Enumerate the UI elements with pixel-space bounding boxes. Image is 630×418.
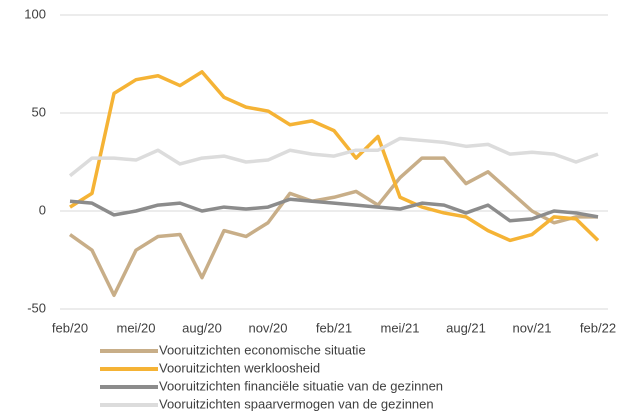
y-tick-label: -50 [27,300,46,315]
x-tick-label: aug/20 [182,320,222,335]
series-line [68,156,598,298]
x-tick-label: feb/22 [580,320,616,335]
x-tick-label: mei/21 [380,320,419,335]
x-tick-label: nov/21 [512,320,551,335]
y-tick-label: 0 [39,202,46,217]
legend-label: Vooruitzichten werkloosheid [159,360,320,375]
y-tick-label: 50 [32,104,46,119]
legend-label: Vooruitzichten economische situatie [159,342,366,357]
legend-label: Vooruitzichten spaarvermogen van de gezi… [159,396,434,411]
x-tick-label: aug/21 [446,320,486,335]
x-tick-label: mei/20 [116,320,155,335]
x-tick-label: feb/20 [52,320,88,335]
series-line [69,197,599,223]
x-tick-label: nov/20 [248,320,287,335]
series-line [68,136,599,178]
series-line [69,70,600,243]
y-tick-label: 100 [24,6,46,21]
x-tick-label: feb/21 [316,320,352,335]
legend-label: Vooruitzichten financiële situatie van d… [159,378,443,393]
